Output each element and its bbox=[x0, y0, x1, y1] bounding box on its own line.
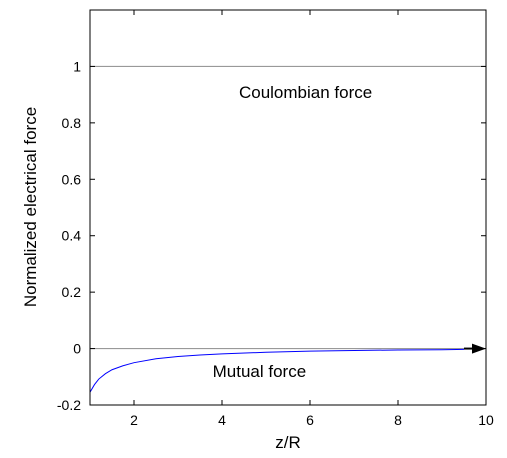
y-tick-label: 0 bbox=[73, 341, 81, 357]
x-tick-label: 6 bbox=[306, 412, 314, 428]
y-tick-label: 0.6 bbox=[62, 171, 82, 187]
y-axis-ticks: -0.2 0 0.2 0.4 0.6 0.8 1 bbox=[57, 58, 486, 413]
arrow-head bbox=[472, 343, 486, 354]
annotation-label-1: Mutual force bbox=[213, 362, 307, 381]
y-tick-label: 1 bbox=[73, 58, 81, 74]
series-layer bbox=[90, 348, 465, 393]
x-tick-label: 10 bbox=[478, 412, 494, 428]
x-tick-label: 2 bbox=[130, 412, 138, 428]
y-tick-label: 0.4 bbox=[62, 228, 82, 244]
x-tick-label: 8 bbox=[394, 412, 402, 428]
x-tick-label: 4 bbox=[218, 412, 226, 428]
plot-area bbox=[90, 10, 486, 405]
x-axis-ticks: 2 4 6 8 10 bbox=[130, 10, 494, 428]
y-axis-label: Normalized electrical force bbox=[21, 107, 40, 307]
annotation-label-0: Coulombian force bbox=[239, 83, 372, 102]
y-tick-label: -0.2 bbox=[57, 397, 81, 413]
arrow-layer bbox=[464, 343, 486, 354]
series-line-0 bbox=[90, 348, 465, 393]
annotations: Coulombian force Mutual force bbox=[213, 83, 373, 381]
plot-frame bbox=[89, 9, 487, 406]
y-tick-label: 0.2 bbox=[62, 284, 82, 300]
x-axis-label: z/R bbox=[275, 433, 301, 452]
reference-lines bbox=[90, 65, 486, 350]
y-tick-label: 0.8 bbox=[62, 115, 82, 131]
